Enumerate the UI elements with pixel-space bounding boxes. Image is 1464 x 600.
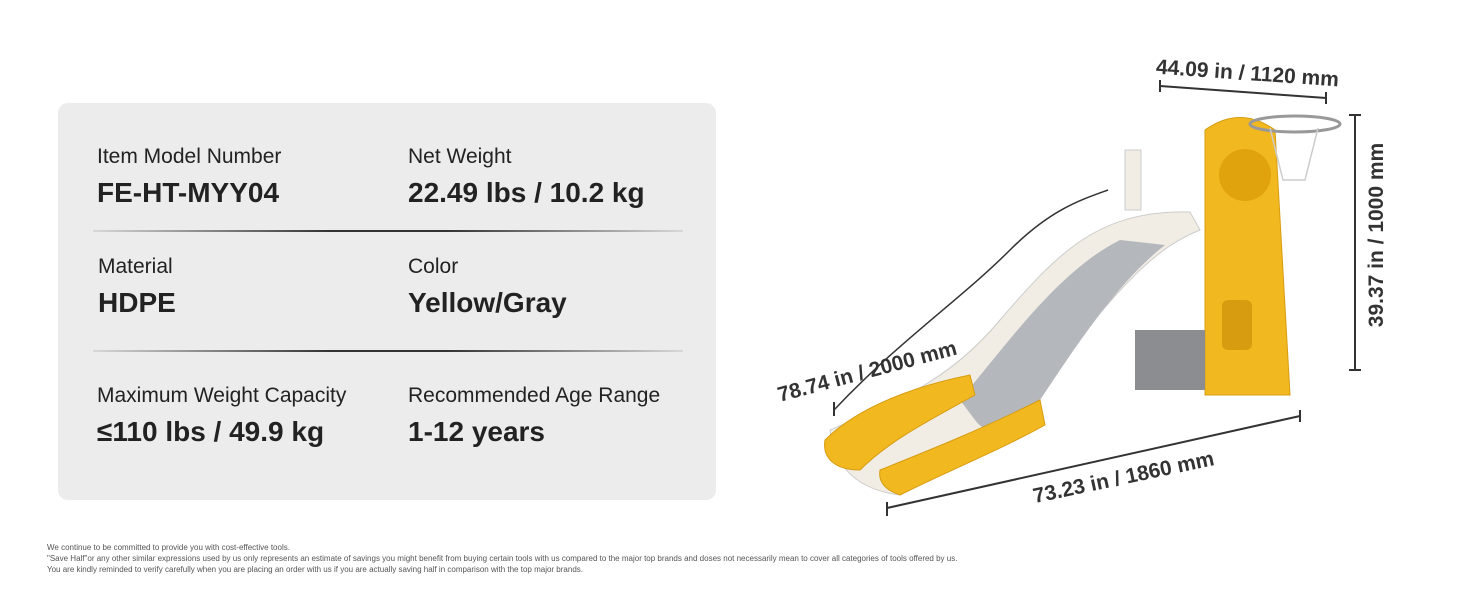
spec-value: Yellow/Gray xyxy=(408,287,567,318)
slide-rail xyxy=(879,399,1046,496)
disclaimer-line: You are kindly reminded to verify carefu… xyxy=(47,565,583,574)
spec-label: Color xyxy=(408,255,459,278)
dim-length: 73.23 in / 1860 mm xyxy=(1031,447,1216,508)
spec-cell: Color Yellow/Gray xyxy=(408,255,567,319)
hoop xyxy=(1248,114,1342,134)
handle xyxy=(1124,149,1142,211)
spec-label: Net Weight xyxy=(408,145,512,168)
net xyxy=(1269,127,1319,181)
spec-cell: Net Weight 22.49 lbs / 10.2 kg xyxy=(408,145,645,209)
tower-hole xyxy=(1219,149,1271,201)
steps xyxy=(1135,330,1205,390)
dim-line xyxy=(1159,85,1327,99)
slide-rail xyxy=(824,374,976,471)
spec-panel: Item Model Number FE-HT-MYY04 Net Weight… xyxy=(58,103,716,500)
dim-line xyxy=(886,415,1301,509)
spec-value: HDPE xyxy=(98,287,176,318)
spec-label: Material xyxy=(98,255,173,278)
divider xyxy=(93,350,683,352)
spec-label: Maximum Weight Capacity xyxy=(97,384,347,407)
spec-label: Item Model Number xyxy=(97,145,282,168)
dim-curve xyxy=(833,189,1109,411)
spec-cell: Recommended Age Range 1-12 years xyxy=(408,384,660,448)
spec-value: 1-12 years xyxy=(408,416,546,447)
tower-window xyxy=(1222,300,1252,350)
divider xyxy=(93,230,683,232)
disclaimer: We continue to be committed to provide y… xyxy=(47,542,957,575)
spec-value: ≤110 lbs / 49.9 kg xyxy=(97,416,325,447)
spec-label: Recommended Age Range xyxy=(408,384,661,407)
dim-width: 44.09 in / 1120 mm xyxy=(1155,56,1339,92)
disclaimer-line: We continue to be committed to provide y… xyxy=(47,543,290,552)
spec-value: 22.49 lbs / 10.2 kg xyxy=(408,177,645,208)
spec-value: FE-HT-MYY04 xyxy=(97,177,280,208)
disclaimer-line: "Save Half"or any other similar expressi… xyxy=(47,554,958,563)
slide-surface xyxy=(960,240,1165,431)
spec-cell: Item Model Number FE-HT-MYY04 xyxy=(97,145,281,209)
dim-height: 39.37 in / 1000 mm xyxy=(1365,143,1388,327)
spec-cell: Material HDPE xyxy=(98,255,176,319)
spec-cell: Maximum Weight Capacity ≤110 lbs / 49.9 … xyxy=(97,384,346,448)
dimension-lines xyxy=(833,80,1361,516)
